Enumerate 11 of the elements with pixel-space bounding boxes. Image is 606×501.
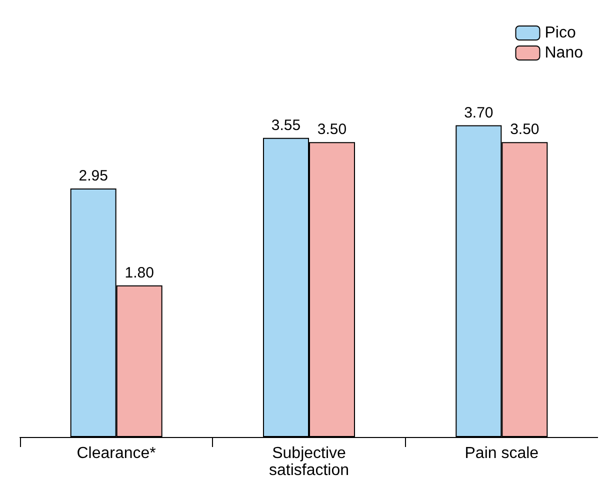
data-label: 3.70 <box>464 104 494 122</box>
legend-label: Nano <box>544 44 584 62</box>
x-tick-label: Pain scale <box>464 445 539 462</box>
data-label: 3.55 <box>271 116 301 134</box>
x-tick-label: Subjective satisfaction <box>268 445 350 479</box>
data-label: 1.80 <box>124 264 154 282</box>
data-label: 3.50 <box>510 121 540 138</box>
legend-label: Pico <box>544 24 576 42</box>
x-tick-label: Clearance* <box>76 445 156 462</box>
data-label: 2.95 <box>78 167 108 184</box>
data-label: 3.50 <box>317 121 347 138</box>
